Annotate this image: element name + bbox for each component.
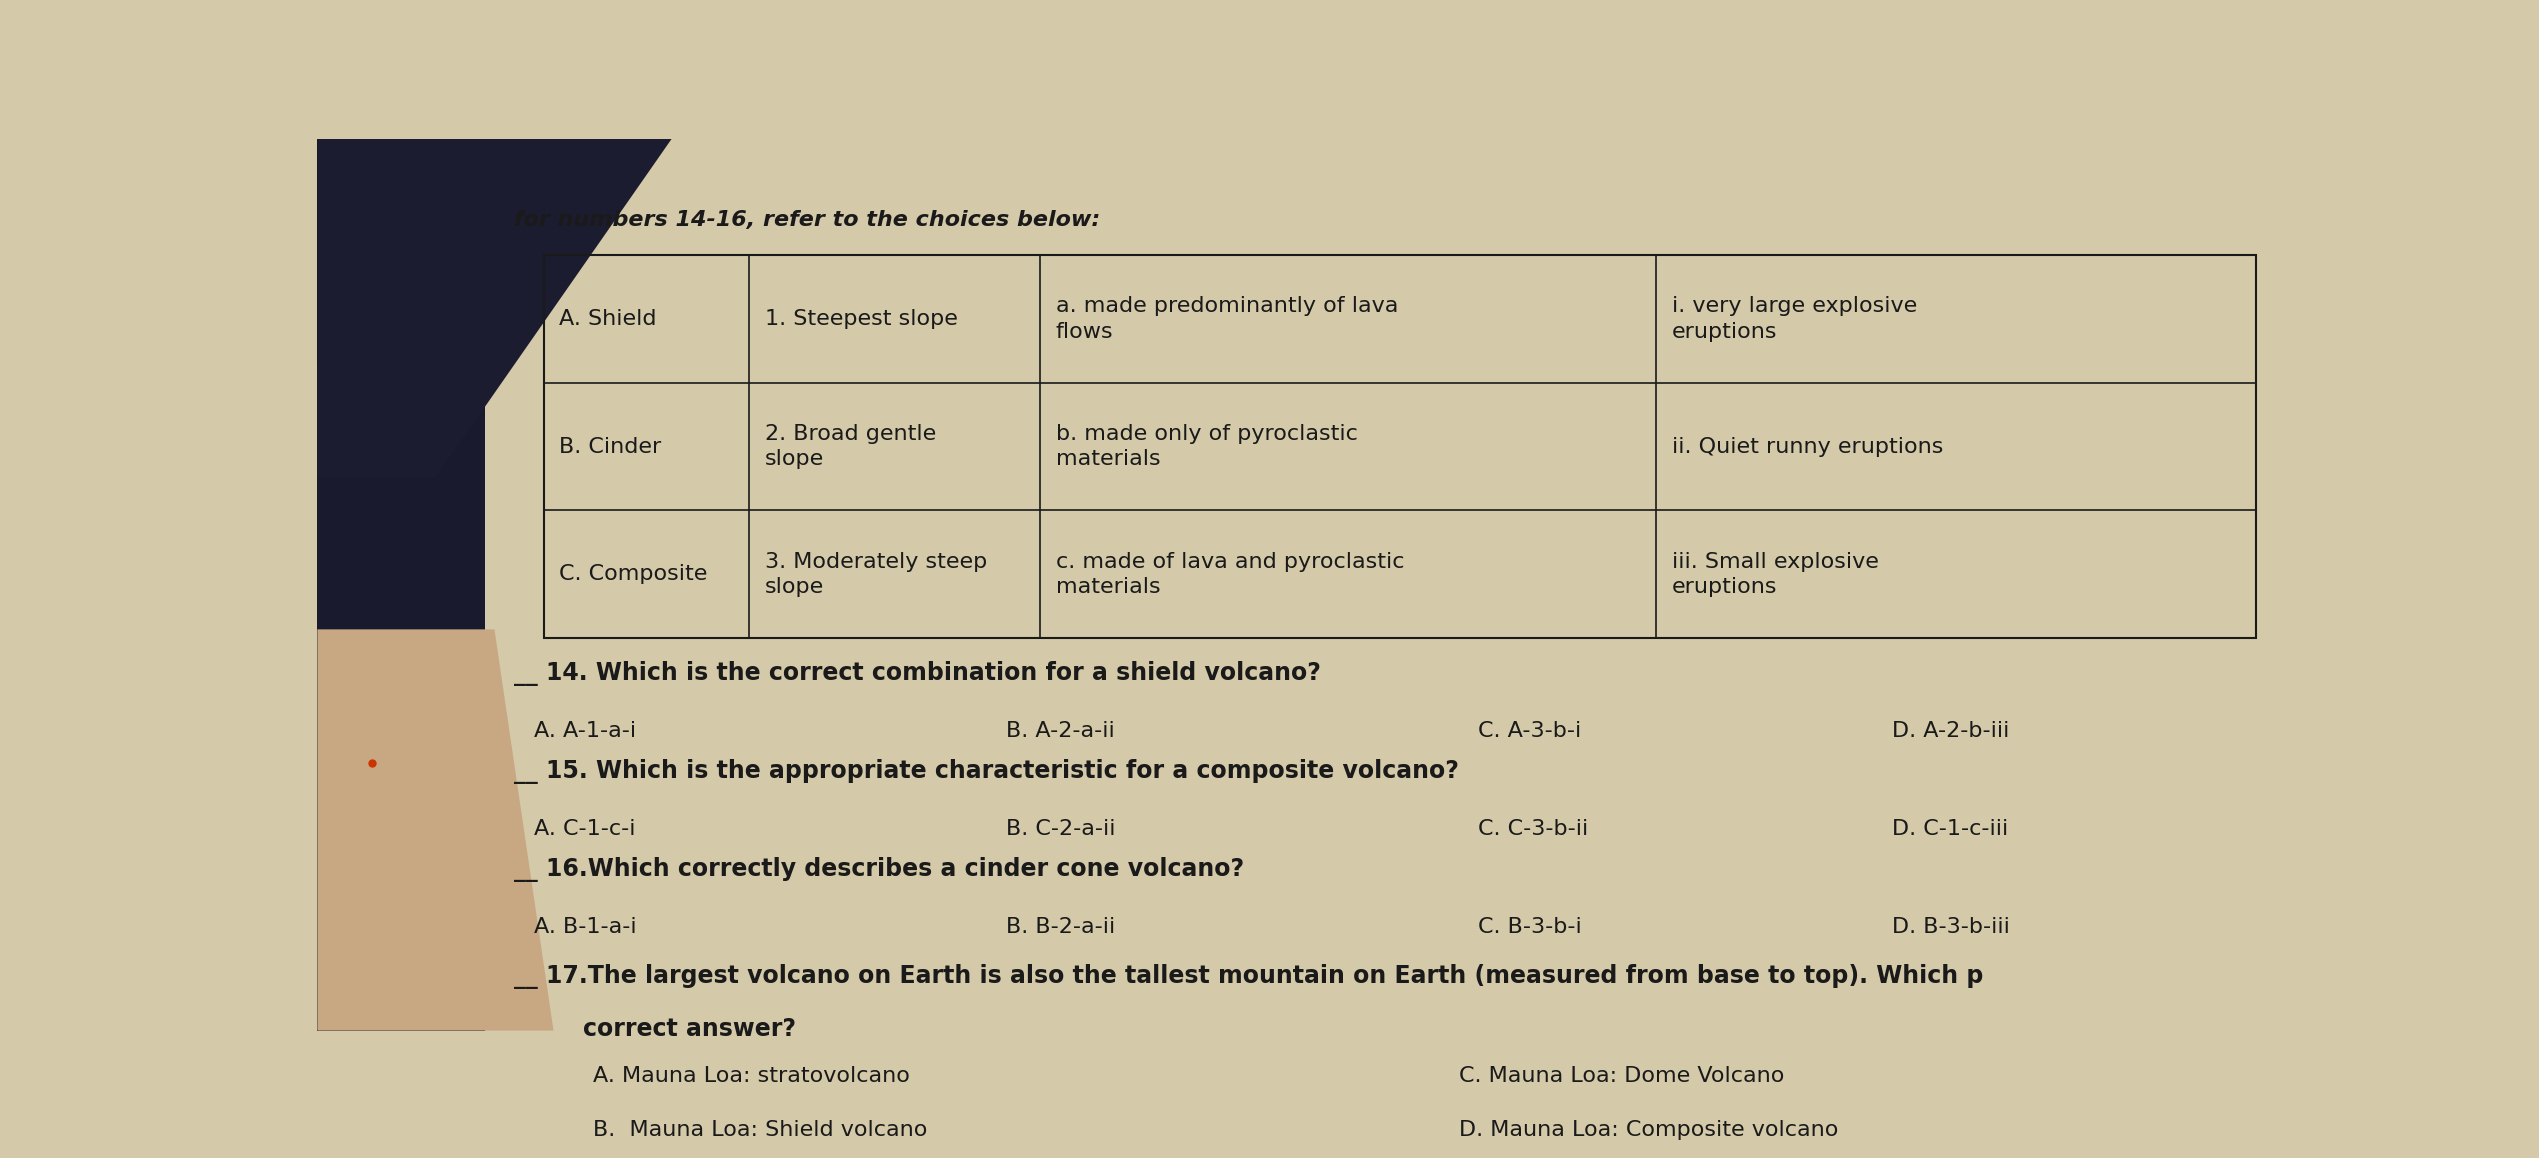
Text: D. Mauna Loa: Composite volcano: D. Mauna Loa: Composite volcano [1457, 1120, 1838, 1139]
Text: b. made only of pyroclastic
materials: b. made only of pyroclastic materials [1056, 424, 1358, 469]
Text: D. B-3-b-iii: D. B-3-b-iii [1892, 917, 2008, 937]
Text: C. Mauna Loa: Dome Volcano: C. Mauna Loa: Dome Volcano [1457, 1067, 1785, 1086]
Text: B. C-2-a-ii: B. C-2-a-ii [1005, 820, 1115, 840]
Text: D. C-1-c-iii: D. C-1-c-iii [1892, 820, 2008, 840]
Text: correct answer?: correct answer? [584, 1017, 797, 1041]
Text: ii. Quiet runny eruptions: ii. Quiet runny eruptions [1673, 437, 1942, 456]
Text: for numbers 14-16, refer to the choices below:: for numbers 14-16, refer to the choices … [513, 211, 1099, 230]
Text: __ 14. Which is the correct combination for a shield volcano?: __ 14. Which is the correct combination … [513, 660, 1320, 686]
Text: A. C-1-c-i: A. C-1-c-i [533, 820, 635, 840]
Polygon shape [317, 139, 485, 361]
Text: A. Mauna Loa: stratovolcano: A. Mauna Loa: stratovolcano [594, 1067, 909, 1086]
Text: __ 15. Which is the appropriate characteristic for a composite volcano?: __ 15. Which is the appropriate characte… [513, 758, 1460, 784]
Text: A. Shield: A. Shield [559, 309, 658, 329]
Text: B.  Mauna Loa: Shield volcano: B. Mauna Loa: Shield volcano [594, 1120, 927, 1139]
Text: C. Composite: C. Composite [559, 564, 708, 585]
Text: a. made predominantly of lava
flows: a. made predominantly of lava flows [1056, 296, 1399, 342]
Text: B. B-2-a-ii: B. B-2-a-ii [1005, 917, 1115, 937]
Text: 3. Moderately steep
slope: 3. Moderately steep slope [764, 551, 988, 598]
Text: C. B-3-b-i: C. B-3-b-i [1478, 917, 1582, 937]
Text: C. A-3-b-i: C. A-3-b-i [1478, 721, 1582, 741]
Text: __ 17.The largest volcano on Earth is also the tallest mountain on Earth (measur: __ 17.The largest volcano on Earth is al… [513, 963, 1983, 989]
Text: A. A-1-a-i: A. A-1-a-i [533, 721, 635, 741]
Text: i. very large explosive
eruptions: i. very large explosive eruptions [1673, 296, 1917, 342]
Text: C. C-3-b-ii: C. C-3-b-ii [1478, 820, 1589, 840]
Text: D. A-2-b-iii: D. A-2-b-iii [1892, 721, 2008, 741]
Text: iii. Small explosive
eruptions: iii. Small explosive eruptions [1673, 551, 1879, 598]
Polygon shape [317, 139, 670, 478]
Text: c. made of lava and pyroclastic
materials: c. made of lava and pyroclastic material… [1056, 551, 1404, 598]
Text: B. Cinder: B. Cinder [559, 437, 663, 456]
Text: 2. Broad gentle
slope: 2. Broad gentle slope [764, 424, 937, 469]
Bar [543, 255, 2255, 638]
Text: A. B-1-a-i: A. B-1-a-i [533, 917, 637, 937]
FancyBboxPatch shape [317, 139, 485, 1031]
Text: B. A-2-a-ii: B. A-2-a-ii [1005, 721, 1115, 741]
Text: 1. Steepest slope: 1. Steepest slope [764, 309, 957, 329]
Text: __ 16.Which correctly describes a cinder cone volcano?: __ 16.Which correctly describes a cinder… [513, 857, 1244, 881]
Polygon shape [317, 630, 554, 1031]
